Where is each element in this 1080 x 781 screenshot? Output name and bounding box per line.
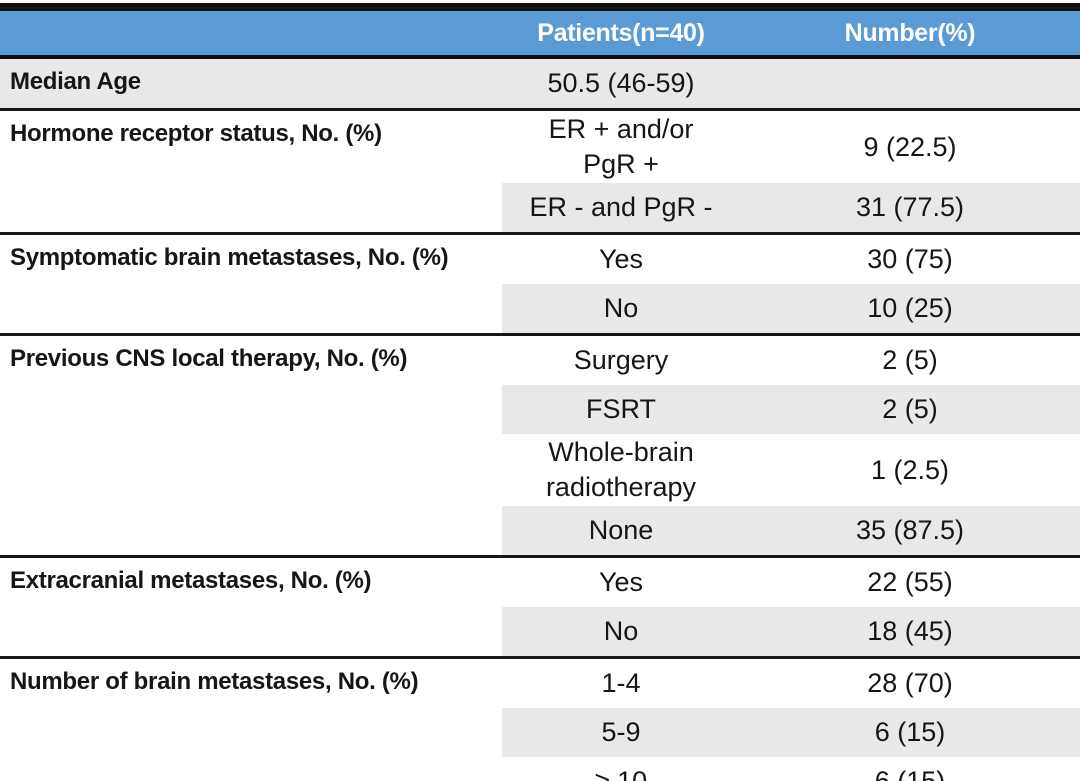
table-row: Whole-brain radiotherapy 1 (2.5) — [0, 434, 1080, 506]
patients-value-cell: No — [502, 607, 740, 658]
patients-value-cell: ≥ 10 — [502, 757, 740, 781]
table-row: None 35 (87.5) — [0, 506, 1080, 557]
number-percent-cell: 6 (15) — [740, 757, 1080, 781]
patients-value-cell: 50.5 (46-59) — [502, 55, 740, 110]
table-top-border — [0, 3, 1080, 11]
table-row: ≥ 106 (15) — [0, 757, 1080, 781]
table-body: Median Age 50.5 (46-59) Hormone receptor s… — [0, 55, 1080, 781]
number-percent-cell: 6 (15) — [740, 708, 1080, 758]
column-header-number: Number(%) — [740, 11, 1080, 59]
number-percent-cell: 1 (2.5) — [870, 454, 950, 485]
patients-value-cell: No — [502, 284, 740, 335]
patients-value-cell: FSRT — [502, 385, 740, 435]
patients-value-cell: Whole-brain radiotherapy — [545, 437, 697, 503]
number-percent-cell: 10 (25) — [740, 284, 1080, 335]
category-label: Symptomatic brain metastases, No. (%) — [0, 232, 502, 335]
column-header-patients: Patients(n=40) — [502, 11, 740, 59]
patients-value-cell: ER + and/or PgR + — [502, 108, 740, 184]
table-row: ER - and PgR -31 (77.5) — [0, 183, 1080, 234]
category-label: Median Age — [0, 55, 502, 110]
top-margin — [0, 0, 1080, 3]
number-percent-cell: 31 (77.5) — [740, 183, 1080, 234]
table-row: FSRT 2 (5) — [0, 385, 1080, 435]
category-label: Extracranial metastases, No. (%) — [0, 555, 502, 658]
number-percent-cell: 2 (5) — [740, 333, 1080, 386]
table-row: No 18 (45) — [0, 607, 1080, 658]
patients-value-cell: Surgery — [502, 333, 740, 386]
table-row: Symptomatic brain metastases, No. (%) Yes… — [0, 232, 1080, 335]
table-row: No 10 (25) — [0, 284, 1080, 335]
header-row: Patients(n=40) Number(%) — [0, 11, 1080, 59]
table-header: Patients(n=40) Number(%) — [0, 11, 1080, 59]
number-percent-cell: 2 (5) — [740, 385, 1080, 435]
patients-value-cell: Yes — [502, 232, 740, 285]
patients-value-cell: 1-4 — [502, 656, 740, 709]
patients-value-cell: Yes — [502, 555, 740, 608]
category-label: Number of brain metastases, No. (%) — [0, 656, 502, 781]
number-percent-cell — [740, 55, 1080, 110]
table-row: Hormone receptor status, No. (%) ER + and… — [0, 107, 1080, 234]
number-percent-cell: 28 (70) — [740, 656, 1080, 709]
number-percent-cell: 30 (75) — [740, 232, 1080, 285]
patient-characteristics-table: Patients(n=40) Number(%) Median Age 50.5 … — [0, 11, 1080, 781]
category-label: Previous CNS local therapy, No. (%) — [0, 333, 502, 557]
table-row: Number of brain metastases, No. (%) 1-4 28… — [0, 656, 1080, 781]
number-percent-cell: 35 (87.5) — [740, 506, 1080, 557]
number-percent-cell: 9 (22.5) — [740, 108, 1080, 184]
table-row: Extracranial metastases, No. (%) Yes 22 (5… — [0, 555, 1080, 658]
table-row: Median Age 50.5 (46-59) — [0, 55, 1080, 110]
column-header-empty — [0, 11, 502, 59]
patients-value-cell: 5-9 — [502, 708, 740, 758]
patients-value-cell: None — [502, 506, 740, 557]
number-percent-cell: 22 (55) — [740, 555, 1080, 608]
table-row: 5-9 6 (15) — [0, 708, 1080, 758]
table-row: Previous CNS local therapy, No. (%) Surge… — [0, 333, 1080, 557]
number-percent-cell: 18 (45) — [740, 607, 1080, 658]
category-label: Hormone receptor status, No. (%) — [0, 107, 502, 234]
patients-value-cell: ER - and PgR - — [502, 183, 740, 234]
